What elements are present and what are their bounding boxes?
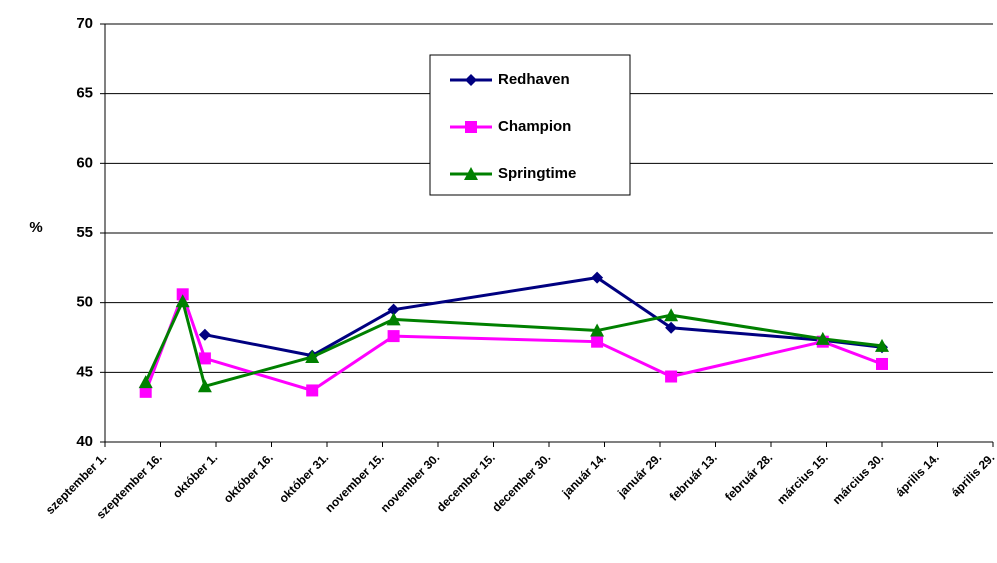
series-line	[204, 276, 883, 358]
marker	[665, 370, 678, 383]
marker	[875, 338, 889, 352]
y-tick-label: 60	[76, 154, 93, 171]
y-tick-label: 40	[76, 433, 93, 450]
marker	[387, 303, 400, 316]
y-tick-label: 45	[76, 363, 93, 380]
x-tick-label: október 1.	[170, 450, 220, 500]
x-tick-label: december 30.	[489, 450, 553, 514]
marker	[386, 312, 401, 326]
marker	[591, 271, 604, 284]
x-tick-label: október 31.	[276, 450, 331, 505]
marker	[197, 379, 212, 393]
legend-box	[429, 54, 631, 196]
x-tick-label: november 30.	[378, 450, 443, 515]
x-tick-label: április 14.	[893, 450, 942, 499]
marker	[876, 357, 888, 370]
marker	[590, 323, 605, 337]
x-tick-label: február 28.	[722, 450, 775, 503]
x-tick-label: március 30.	[830, 450, 887, 507]
marker	[175, 294, 190, 308]
marker	[465, 74, 477, 86]
y-tick-label: 65	[76, 85, 93, 102]
marker	[465, 121, 477, 133]
marker	[138, 375, 153, 389]
legend-label: Redhaven	[498, 71, 570, 88]
marker	[591, 335, 604, 348]
y-axis-label: %	[29, 219, 42, 236]
x-tick-label: március 15.	[774, 450, 831, 507]
x-tick-label: október 16.	[221, 450, 276, 505]
legend-label: Champion	[498, 118, 571, 135]
marker	[664, 308, 679, 322]
marker	[815, 331, 830, 345]
y-tick-label: 50	[76, 294, 93, 311]
marker	[665, 321, 678, 334]
marker	[464, 167, 478, 180]
marker	[198, 352, 211, 365]
y-tick-label: 70	[76, 15, 93, 32]
x-tick-label: február 13.	[667, 450, 720, 503]
marker	[306, 384, 319, 397]
marker	[387, 330, 400, 343]
legend-label: Springtime	[498, 165, 576, 182]
x-tick-label: január 29.	[614, 450, 664, 500]
marker	[139, 385, 152, 398]
y-tick-label: 55	[76, 224, 93, 241]
x-tick-label: április 29.	[948, 450, 997, 499]
series-line	[144, 289, 883, 393]
marker	[305, 350, 320, 364]
x-tick-label: január 14.	[559, 450, 609, 500]
marker	[198, 328, 211, 341]
